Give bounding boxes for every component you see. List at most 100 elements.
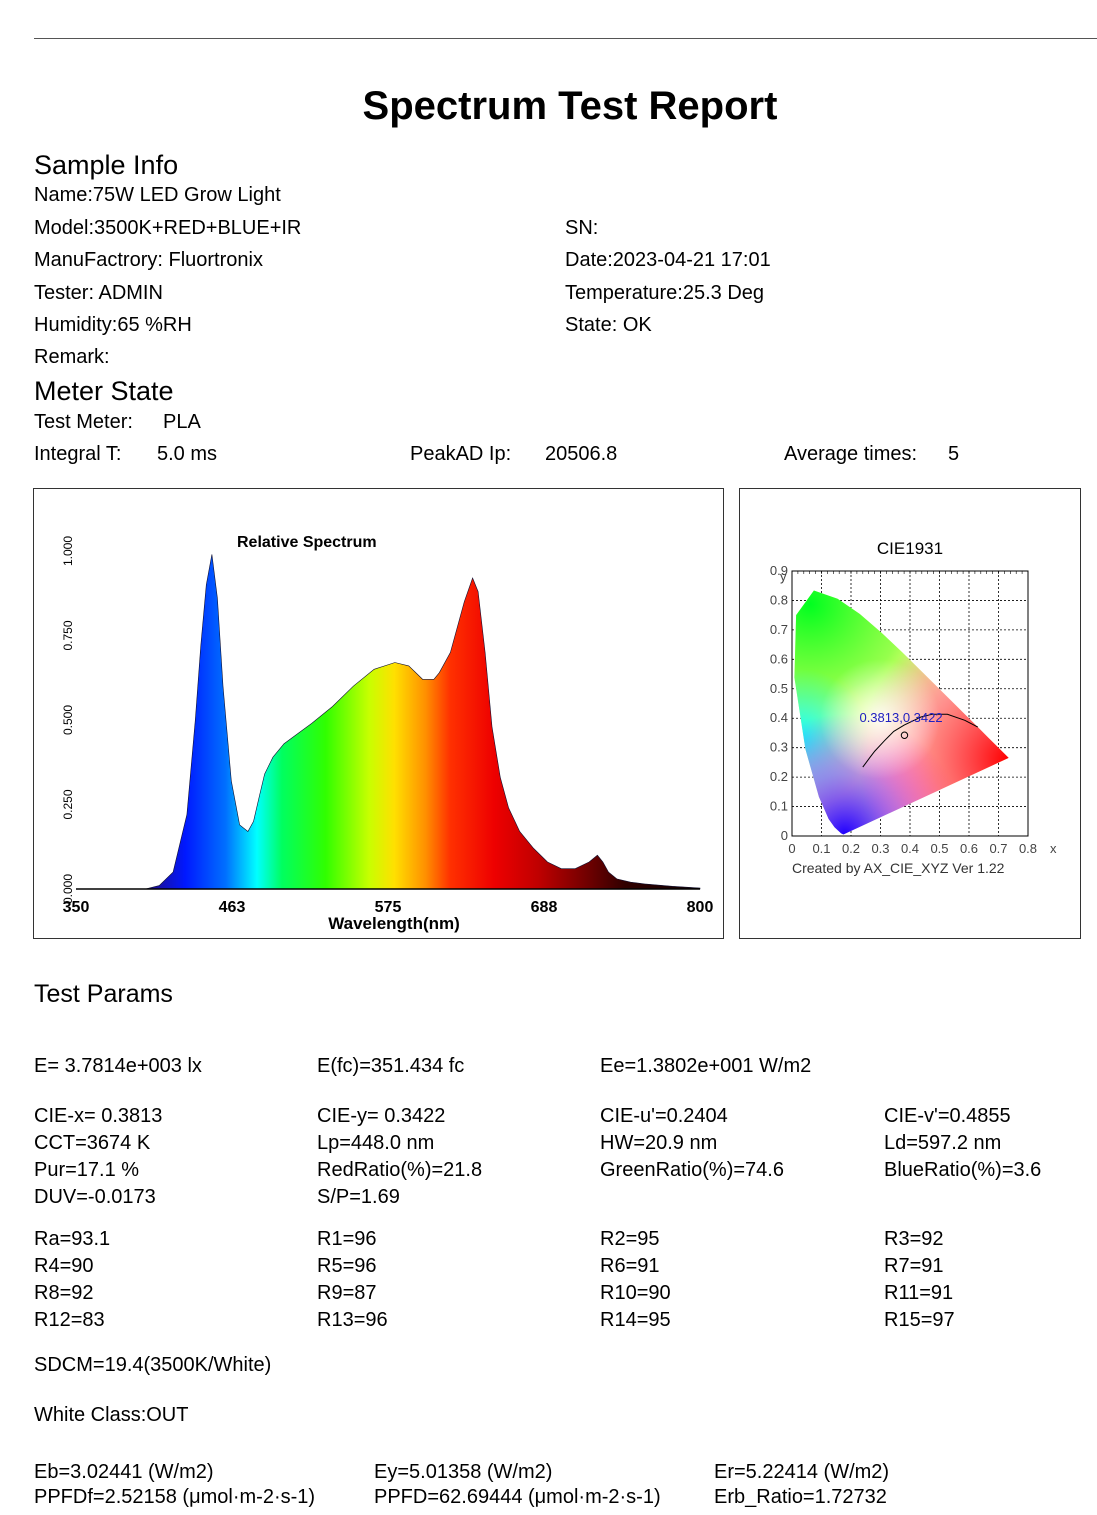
cie-point-label: 0.3813,0.3422 [859,710,942,725]
cie-chart-title: CIE1931 [877,539,943,558]
param-cell-r2-c2: GreenRatio(%)=74.6 [600,1159,784,1181]
spectrum-y-tick-label: 0.750 [61,620,75,650]
param-cell-r1-c1: Lp=448.0 nm [317,1132,435,1154]
cie-y-tick-label: 0.3 [770,740,788,755]
param-erb-ratio: Erb_Ratio=1.72732 [714,1486,887,1508]
sample-model: Model:3500K+RED+BLUE+IR [34,217,302,239]
test-meter-label: Test Meter: [34,411,133,433]
report-title: Spectrum Test Report [362,84,778,128]
cie-y-tick-label: 0.1 [770,799,788,814]
param-cell-r0-c3: CIE-v'=0.4855 [884,1105,1011,1127]
cri-cell-r2-c0: R8=92 [34,1282,94,1304]
sample-sn: SN: [565,217,599,239]
cie-x-tick-label: 0.1 [812,841,830,856]
sample-manufactory: ManuFactrory: Fluortronix [34,249,263,271]
sample-date: Date:2023-04-21 17:01 [565,249,771,271]
cie-gamut-fill [794,590,1009,835]
integral-value: 5.0 ms [157,443,218,465]
test-meter-value: PLA [163,411,201,433]
spectrum-area [76,554,701,890]
spectrum-x-tick-label: 463 [219,899,246,916]
cri-cell-r3-c3: R15=97 [884,1309,955,1331]
cie-y-tick-label: 0.6 [770,651,788,666]
cie-y-tick-label: 0.2 [770,769,788,784]
integral-label: Integral T: [34,443,122,465]
cri-cell-r3-c0: R12=83 [34,1309,105,1331]
sample-tester: Tester: ADMIN [34,282,163,304]
sample-info-heading: Sample Info [34,150,179,180]
sample-temperature: Temperature:25.3 Deg [565,282,765,304]
sample-remark: Remark: [34,346,110,368]
cie-y-tick-label: 0 [781,828,788,843]
cie-planckian-locus [862,713,979,768]
spectrum-y-tick-label: 0.250 [61,789,75,819]
param-ey: Ey=5.01358 (W/m2) [374,1461,553,1483]
cie-x-tick-label: 0 [788,841,795,856]
spectrum-y-tick-label: 0.000 [61,874,75,904]
spectrum-chart-title: Relative Spectrum [237,534,377,551]
cie-y-tick-label: 0.5 [770,681,788,696]
avg-times-value: 5 [948,443,960,465]
sample-state: State: OK [565,314,652,336]
param-cell-r3-c1: S/P=1.69 [317,1186,400,1208]
cri-cell-r3-c1: R13=96 [317,1309,388,1331]
spectrum-x-tick-label: 575 [375,899,402,916]
spectrum-y-tick-label: 1.000 [61,536,75,566]
cie-y-tick-label: 0.8 [770,592,788,607]
cri-cell-r0-c3: R3=92 [884,1228,944,1250]
param-e-fc: E(fc)=351.434 fc [317,1055,465,1077]
cie-x-tick-label: 0.2 [842,841,860,856]
cie-y-tick-label: 0.7 [770,622,788,637]
cie-x-tick-label: 0.3 [871,841,889,856]
cri-cell-r2-c1: R9=87 [317,1282,377,1304]
param-cell-r1-c3: Ld=597.2 nm [884,1132,1002,1154]
cri-cell-r1-c3: R7=91 [884,1255,944,1277]
cri-cell-r1-c1: R5=96 [317,1255,377,1277]
cie-y-tick-label: 0.4 [770,710,788,725]
spectrum-x-tick-label: 688 [531,899,558,916]
param-cell-r2-c0: Pur=17.1 % [34,1159,140,1181]
spectrum-x-axis-label: Wavelength(nm) [328,914,460,933]
param-ppfd: PPFD=62.69444 (μmol·m-2·s-1) [374,1486,661,1508]
spectrum-x-tick-label: 350 [63,899,90,916]
param-white-class: White Class:OUT [34,1404,189,1426]
param-sdcm: SDCM=19.4(3500K/White) [34,1354,272,1376]
spectrum-x-tick-label: 800 [687,899,714,916]
cri-cell-r2-c3: R11=91 [884,1282,954,1304]
spectrum-chart: 350 463 575 688 800 0.000 0.250 0.500 0.750 1.000… [61,534,714,933]
cie-x-axis-label: x [1050,841,1057,856]
cri-cell-r1-c2: R6=91 [600,1255,660,1277]
param-ppfdf: PPFDf=2.52158 (μmol·m-2·s-1) [34,1486,316,1508]
cri-cell-r0-c2: R2=95 [600,1228,660,1250]
cie-chart-panel: CIE1931 0 0.1 0.2 0.3 0.4 0.5 0.6 0.7 0.8 0 0.1 0.2… [739,488,1081,939]
peakad-value: 20506.8 [545,443,618,465]
param-cell-r0-c1: CIE-y= 0.3422 [317,1105,446,1127]
cri-cell-r0-c1: R1=96 [317,1228,377,1250]
param-cell-r2-c1: RedRatio(%)=21.8 [317,1159,483,1181]
spectrum-y-tick-label: 0.500 [61,705,75,735]
cie-y-axis-label: y [780,569,787,584]
cri-cell-r2-c2: R10=90 [600,1282,671,1304]
cri-cell-r3-c2: R14=95 [600,1309,671,1331]
cie-x-tick-label: 0.8 [1019,841,1037,856]
cie-x-tick-label: 0.5 [930,841,948,856]
spectrum-chart-panel: 350 463 575 688 800 0.000 0.250 0.500 0.750 1.000… [33,488,724,939]
test-params-heading: Test Params [34,980,173,1008]
cie-footer: Created by AX_CIE_XYZ Ver 1.22 [792,860,1005,876]
cri-cell-r0-c0: Ra=93.1 [34,1228,111,1250]
param-cell-r0-c0: CIE-x= 0.3813 [34,1105,163,1127]
cie-y-tick-label: 0.9 [770,563,788,578]
param-cell-r1-c2: HW=20.9 nm [600,1132,718,1154]
param-cell-r2-c3: BlueRatio(%)=3.6 [884,1159,1042,1181]
param-cell-r0-c2: CIE-u'=0.2404 [600,1105,728,1127]
cri-cell-r1-c0: R4=90 [34,1255,94,1277]
peakad-label: PeakAD Ip: [410,443,512,465]
param-ee: Ee=1.3802e+001 W/m2 [600,1055,812,1077]
param-cell-r3-c0: DUV=-0.0173 [34,1186,156,1208]
avg-times-label: Average times: [784,443,918,465]
param-cell-r1-c0: CCT=3674 K [34,1132,151,1154]
cie-x-tick-label: 0.4 [901,841,919,856]
sample-name: Name:75W LED Grow Light [34,184,281,206]
param-er: Er=5.22414 (W/m2) [714,1461,890,1483]
sample-humidity: Humidity:65 %RH [34,314,192,336]
